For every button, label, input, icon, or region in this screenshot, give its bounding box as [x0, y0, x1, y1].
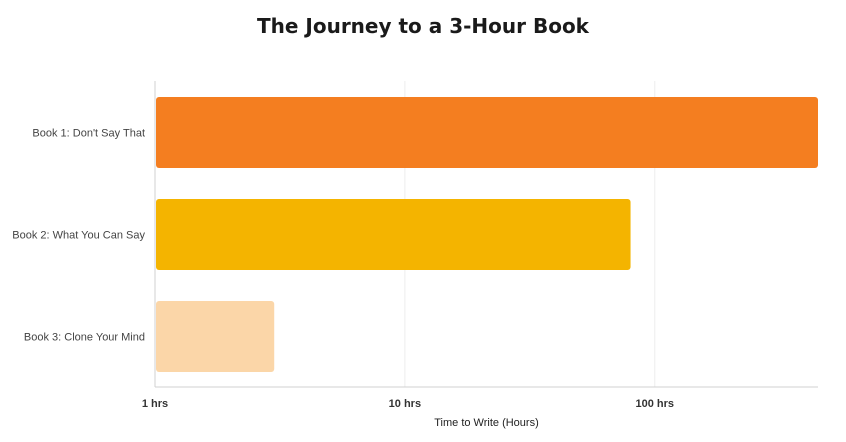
category-label: Book 1: Don't Say That [32, 128, 145, 140]
chart-title: The Journey to a 3-Hour Book [256, 14, 589, 38]
category-label: Book 2: What You Can Say [12, 230, 145, 242]
x-tick-label: 10 hrs [389, 398, 421, 410]
bar [156, 199, 631, 270]
bar [156, 97, 818, 168]
x-tick-labels: 1 hrs 10 hrs 100 hrs [142, 398, 674, 410]
x-axis-title: Time to Write (Hours) [434, 417, 539, 429]
x-tick-label: 100 hrs [636, 398, 675, 410]
x-tick-label: 1 hrs [142, 398, 168, 410]
category-label: Book 3: Clone Your Mind [24, 332, 145, 344]
category-labels: Book 1: Don't Say That Book 2: What You C… [12, 128, 145, 344]
bars [156, 97, 818, 372]
bar [156, 301, 275, 372]
